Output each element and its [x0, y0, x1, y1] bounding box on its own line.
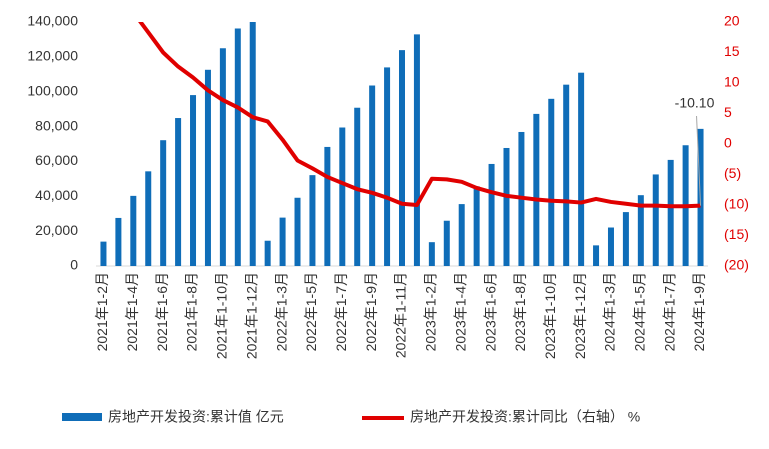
y-tick-label: 20,000	[35, 222, 78, 238]
x-tick-label: 2024年1-5月	[632, 272, 648, 351]
x-tick-label: 2021年1-8月	[184, 272, 200, 351]
bar	[219, 48, 226, 266]
x-tick-label: 2022年1-11月	[393, 272, 409, 358]
y2-tick-label: 20	[724, 13, 740, 29]
bar	[652, 174, 659, 266]
bar	[593, 245, 600, 266]
y2-tick-label: 0	[724, 135, 732, 151]
bar	[548, 98, 555, 266]
legend-swatch	[62, 413, 102, 421]
x-tick-label: 2023年1-12月	[572, 272, 588, 359]
y2-tick-label: 5	[724, 104, 732, 120]
y-tick-label: 40,000	[35, 187, 78, 203]
y-tick-label: 60,000	[35, 152, 78, 168]
bar	[234, 28, 241, 266]
bar	[503, 147, 510, 266]
x-tick-label: 2021年1-4月	[124, 272, 140, 351]
x-tick-label: 2024年1-7月	[661, 272, 677, 351]
bar	[279, 217, 286, 266]
x-tick-label: 2021年1-12月	[243, 272, 259, 359]
bar	[160, 140, 167, 266]
bar	[309, 175, 316, 266]
bar	[428, 242, 435, 266]
x-tick-label: 2023年1-6月	[482, 272, 498, 351]
bar	[413, 34, 420, 266]
x-tick-label: 2021年1-2月	[94, 272, 110, 351]
bar	[622, 212, 629, 266]
bar	[324, 146, 331, 266]
y2-tick-label: 10	[724, 74, 740, 90]
bar	[339, 127, 346, 266]
bar	[115, 217, 122, 266]
x-tick-label: 2023年1-10月	[542, 272, 558, 359]
legend-label: 房地产开发投资:累计同比（右轴） %	[410, 409, 640, 425]
data-label: -10.10	[675, 95, 715, 111]
bar	[294, 197, 301, 266]
y-tick-label: 100,000	[27, 82, 78, 98]
x-tick-label: 2021年1-10月	[214, 272, 230, 359]
line	[138, 22, 701, 209]
bar	[175, 118, 182, 266]
y2-tick-label: (15)	[724, 226, 749, 242]
bar	[399, 50, 405, 266]
bar	[384, 67, 391, 266]
bar	[637, 195, 644, 266]
x-tick-label: 2022年1-5月	[303, 272, 319, 351]
bar	[488, 163, 495, 266]
x-tick-label: 2022年1-9月	[363, 272, 379, 351]
bar	[130, 195, 137, 266]
y-tick-label: 120,000	[27, 48, 78, 64]
y2-tick-label: 15	[724, 43, 740, 59]
bar	[190, 95, 197, 266]
y2-tick-label: (20)	[724, 257, 749, 273]
x-tick-label: 2023年1-4月	[452, 272, 468, 351]
bar	[354, 107, 361, 266]
leader-line	[696, 115, 702, 206]
y-tick-label: 0	[70, 257, 78, 273]
x-tick-label: 2024年1-3月	[602, 272, 618, 351]
bar	[264, 240, 271, 266]
x-tick-label: 2023年1-2月	[423, 272, 439, 351]
y-tick-label: 140,000	[27, 13, 78, 29]
bar	[443, 220, 450, 266]
x-tick-label: 2023年1-8月	[512, 272, 528, 351]
x-tick-label: 2022年1-7月	[333, 272, 349, 351]
plot-area	[100, 22, 704, 266]
x-tick-label: 2022年1-3月	[273, 272, 289, 351]
bar	[100, 241, 107, 266]
bar	[145, 171, 152, 266]
x-tick-label: 2024年1-9月	[691, 272, 707, 351]
y2-tick-label: (10)	[724, 196, 749, 212]
y2-tick-label: (5)	[724, 165, 741, 181]
bar	[249, 22, 256, 266]
bar	[204, 69, 211, 266]
bar	[458, 204, 465, 266]
bar	[578, 72, 585, 266]
bar	[533, 113, 540, 266]
bar	[473, 186, 480, 266]
bar	[667, 159, 674, 266]
y-tick-label: 80,000	[35, 117, 78, 133]
bar	[369, 85, 376, 266]
legend-label: 房地产开发投资:累计值 亿元	[108, 409, 284, 425]
bar	[607, 227, 614, 266]
x-tick-label: 2021年1-6月	[154, 272, 170, 351]
bar	[563, 84, 570, 266]
